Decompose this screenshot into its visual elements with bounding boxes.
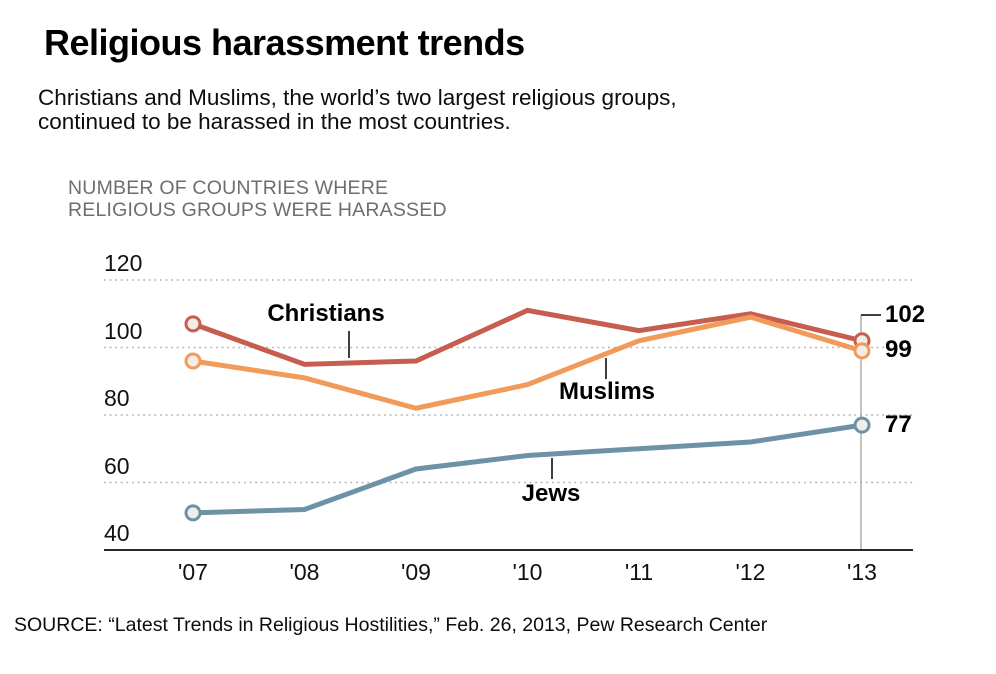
source-text: SOURCE: “Latest Trends in Religious Host… (14, 614, 768, 636)
x-tick-label-12: '12 (735, 559, 766, 585)
series-line-muslims (192, 314, 863, 411)
y-axis-unit-label-line-2: RELIGIOUS GROUPS WERE HARASSED (68, 199, 447, 221)
chart-title: Religious harassment trends (44, 22, 525, 63)
series-marker-muslims-start (184, 352, 202, 370)
series-label-jews: Jews (521, 480, 581, 507)
series-line-jews (192, 422, 863, 516)
end-value-label-jews: 77 (885, 411, 912, 438)
end-value-label-muslims: 99 (885, 336, 912, 363)
x-tick-label-11: '11 (624, 559, 654, 585)
series-line-christians (192, 307, 863, 367)
y-axis-unit-label-line-1: NUMBER OF COUNTRIES WHERE (68, 177, 389, 199)
y-tick-label-60: 60 (104, 452, 130, 479)
chart-subtitle: Christians and Muslims, the world’s two … (38, 86, 677, 133)
chart-subtitle-line-1: Christians and Muslims, the world’s two … (38, 85, 677, 110)
y-axis-unit-label: NUMBER OF COUNTRIES WHERE RELIGIOUS GROU… (68, 177, 447, 221)
chart-subtitle-line-2: continued to be harassed in the most cou… (38, 108, 511, 134)
x-tick-label-7: '07 (178, 559, 208, 585)
series-marker-jews-end (853, 416, 871, 434)
end-value-label-christians: 102 (885, 301, 926, 328)
x-tick-label-13: '13 (847, 559, 877, 585)
y-tick-label-120: 120 (104, 250, 143, 276)
x-tick-label-9: '09 (401, 559, 431, 585)
series-marker-jews-start (184, 504, 202, 522)
x-tick-label-8: '08 (289, 559, 320, 585)
x-tick-label-10: '10 (512, 559, 543, 585)
y-tick-label-80: 80 (104, 385, 130, 411)
y-tick-label-40: 40 (104, 520, 130, 546)
series-marker-christians-start (184, 315, 202, 333)
series-marker-muslims-end (853, 342, 871, 360)
y-tick-label-100: 100 (104, 317, 143, 344)
series-label-christians: Christians (267, 300, 385, 327)
source-line: SOURCE: “Latest Trends in Religious Host… (14, 614, 767, 637)
series-label-muslims: Muslims (558, 378, 656, 405)
